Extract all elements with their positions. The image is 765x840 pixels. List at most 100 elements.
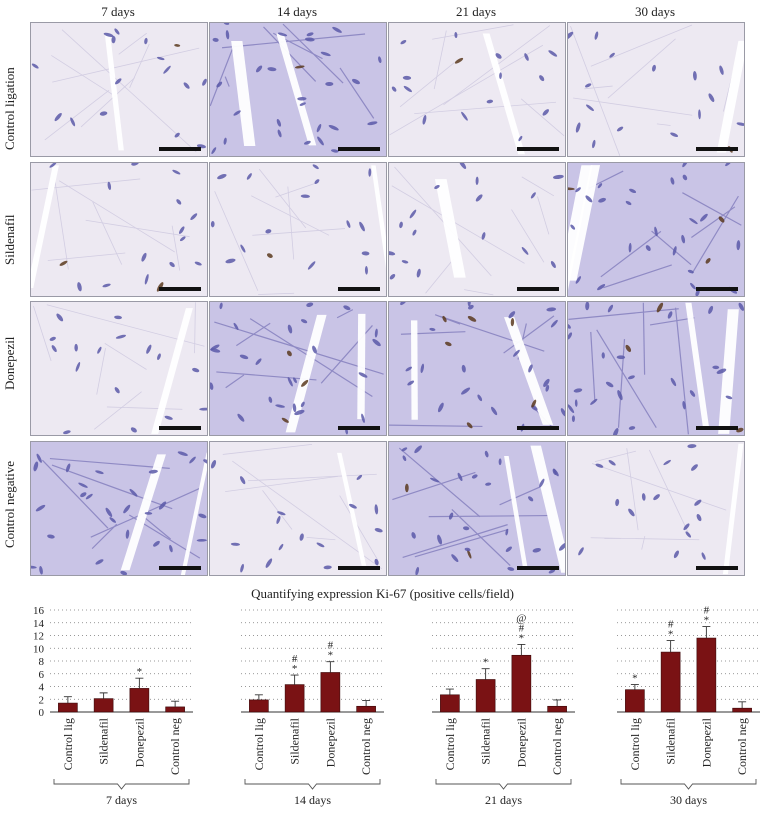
group-brace xyxy=(620,779,757,790)
y-tick-label: 0 xyxy=(39,707,45,719)
bar-group: Control lig Sildenafil * Donepezil Control n… xyxy=(50,609,193,807)
significance-marker: @ xyxy=(516,612,526,624)
category-label: Control neg xyxy=(550,718,564,775)
row-label-donepezil: Donepezil xyxy=(2,336,17,390)
group-brace xyxy=(53,779,190,790)
category-label: Donepezil xyxy=(132,717,146,767)
bar-group: Control lig*Sildenafil*#@Donepezil Contro… xyxy=(432,609,575,807)
significance-marker: * xyxy=(292,663,298,675)
significance-marker: * xyxy=(519,632,525,644)
bar xyxy=(320,672,341,713)
bar xyxy=(511,654,532,713)
micrograph-panel xyxy=(209,162,387,297)
category-label: Control lig xyxy=(628,718,642,770)
group-brace xyxy=(244,779,381,790)
bar xyxy=(440,694,460,713)
group-label: 30 days xyxy=(670,793,707,807)
error-bar xyxy=(99,692,108,699)
category-label: Control neg xyxy=(359,718,373,775)
micrograph-panel xyxy=(30,22,208,157)
y-tick-label: 2 xyxy=(39,694,45,706)
bar xyxy=(547,705,567,713)
row-label-control-negative: Control negative xyxy=(2,460,17,548)
category-label: Donepezil xyxy=(514,717,528,767)
micrograph-panel xyxy=(388,162,566,297)
error-bar xyxy=(702,626,711,639)
bar xyxy=(249,699,269,713)
bar xyxy=(129,688,150,713)
category-label: Control lig xyxy=(61,718,75,770)
error-bar xyxy=(666,640,675,653)
y-tick-label: 14 xyxy=(33,618,45,630)
micrograph-panel xyxy=(567,22,745,157)
bar xyxy=(732,707,752,713)
y-tick-label: 8 xyxy=(39,656,45,668)
significance-marker: * xyxy=(137,666,143,678)
significance-marker: # xyxy=(328,640,334,652)
group-label: 7 days xyxy=(106,793,137,807)
category-label: Donepezil xyxy=(699,717,713,767)
error-bar xyxy=(630,684,639,690)
micrograph-panel xyxy=(30,162,208,297)
y-tick-label: 4 xyxy=(39,682,45,694)
micrograph-panel xyxy=(209,441,387,576)
bar xyxy=(475,679,496,713)
category-label: Sildenafil xyxy=(664,717,678,764)
micrograph-panel xyxy=(388,441,566,576)
significance-marker: * xyxy=(632,673,638,685)
significance-marker: # xyxy=(704,605,710,617)
error-bar xyxy=(326,661,335,673)
micrograph-panel xyxy=(567,162,745,297)
micrograph-panel xyxy=(209,22,387,157)
bar xyxy=(356,705,376,713)
y-tick-label: 6 xyxy=(39,669,45,681)
error-bar xyxy=(362,700,371,707)
bar xyxy=(625,689,645,713)
significance-marker: # xyxy=(292,653,298,665)
micrograph-panel xyxy=(388,301,566,436)
category-label: Control neg xyxy=(168,718,182,775)
bar xyxy=(284,684,305,713)
chart-title: Quantifying expression Ki-67 (positive c… xyxy=(251,586,514,601)
bar xyxy=(93,698,114,713)
error-bar xyxy=(171,700,180,707)
category-label: Donepezil xyxy=(323,717,337,767)
significance-marker: * xyxy=(668,629,674,641)
bar-group: Control lig*#Sildenafil*#Donepezil Contro… xyxy=(241,609,384,807)
y-tick-label: 16 xyxy=(33,605,45,617)
category-label: Sildenafil xyxy=(479,717,493,764)
error-bar xyxy=(445,688,454,695)
error-bar xyxy=(517,643,526,656)
error-bar xyxy=(553,699,562,707)
row-label-sildenafil: Sildenafil xyxy=(2,214,17,265)
micrograph-panel xyxy=(567,301,745,436)
micrograph-panel xyxy=(209,301,387,436)
significance-marker: # xyxy=(519,622,525,634)
error-bar xyxy=(254,694,263,700)
category-label: Sildenafil xyxy=(288,717,302,764)
micrograph-panel xyxy=(388,22,566,157)
error-bar xyxy=(481,668,490,680)
error-bar xyxy=(63,696,72,704)
category-label: Control lig xyxy=(443,718,457,770)
column-header-14-days: 14 days xyxy=(276,4,318,19)
significance-marker: * xyxy=(483,657,489,669)
significance-marker: * xyxy=(704,615,710,627)
micrograph-panel xyxy=(30,441,208,576)
error-bar xyxy=(738,701,747,709)
category-label: Control neg xyxy=(735,718,749,775)
column-header-7-days: 7 days xyxy=(101,4,135,19)
y-tick-label: 12 xyxy=(33,631,44,643)
column-header-30-days: 30 days xyxy=(634,4,676,19)
bar xyxy=(58,702,78,713)
error-bar xyxy=(135,677,144,689)
significance-marker: # xyxy=(668,619,674,631)
y-tick-label: 10 xyxy=(33,643,45,655)
group-label: 21 days xyxy=(485,793,522,807)
significance-marker: * xyxy=(328,650,334,662)
micrograph-panel xyxy=(30,301,208,436)
category-label: Control lig xyxy=(252,718,266,770)
error-bar xyxy=(290,674,299,685)
group-label: 14 days xyxy=(294,793,331,807)
